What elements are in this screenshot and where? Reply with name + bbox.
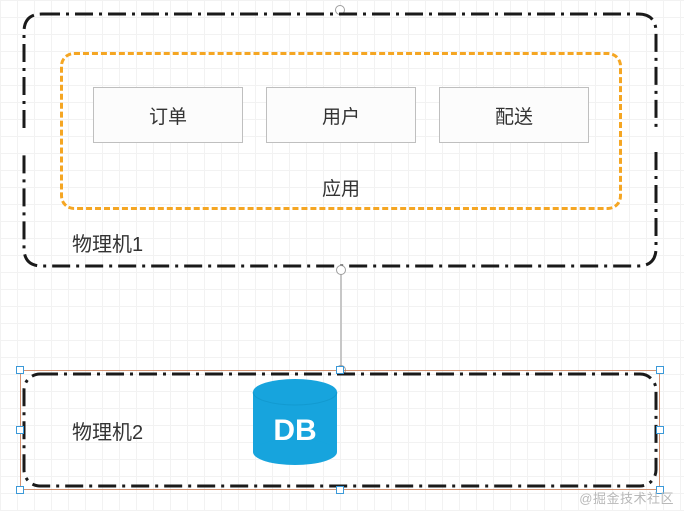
connector-line [340, 270, 342, 370]
physical-machine-2[interactable]: 物理机2 [20, 370, 660, 490]
diagram-canvas: 物理机1 订单 用户 配送 应用 物理机2 [0, 0, 684, 511]
module-label: 用户 [322, 102, 360, 129]
pm2-label: 物理机2 [72, 416, 143, 445]
connector-anchor-top[interactable] [336, 265, 346, 275]
watermark: @掘金技术社区 [579, 488, 674, 507]
pm1-label: 物理机1 [72, 228, 143, 257]
resize-handle-tm[interactable] [336, 366, 344, 374]
module-label: 配送 [495, 102, 533, 129]
module-label: 订单 [149, 102, 187, 129]
database-icon[interactable]: DB [250, 378, 340, 466]
module-delivery[interactable]: 配送 [439, 87, 589, 143]
module-users[interactable]: 用户 [266, 87, 416, 143]
resize-handle-ml[interactable] [16, 426, 24, 434]
db-label: DB [273, 414, 316, 447]
resize-handle-tl[interactable] [16, 366, 24, 374]
resize-handle-tr[interactable] [656, 366, 664, 374]
module-orders[interactable]: 订单 [93, 87, 243, 143]
module-row: 订单 用户 配送 [93, 87, 589, 143]
application-container[interactable]: 订单 用户 配送 应用 [60, 52, 622, 210]
resize-handle-mr[interactable] [656, 426, 664, 434]
resize-handle-bm[interactable] [336, 486, 344, 494]
resize-handle-bl[interactable] [16, 486, 24, 494]
application-label: 应用 [322, 174, 360, 201]
